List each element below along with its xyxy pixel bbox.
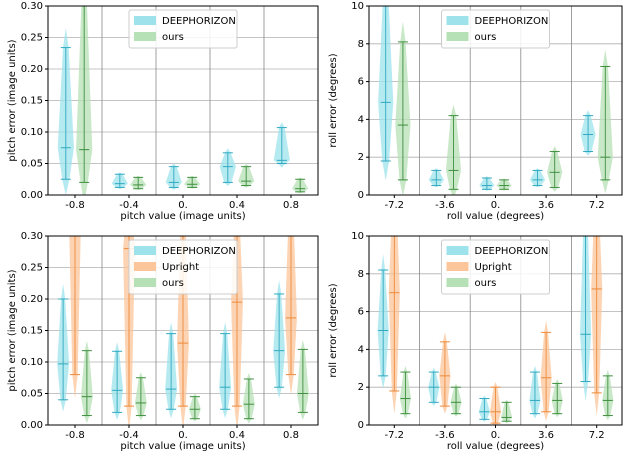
legend-swatch bbox=[134, 246, 156, 255]
plot-frame bbox=[47, 235, 319, 426]
y-axis-label: pitch error (image units) bbox=[7, 39, 18, 161]
subplot: 0.00 0.05 0.10 0.15 0.20 0.25 0.30 -0.8 -0.4 0. 0.… bbox=[7, 1, 319, 222]
x-tick-label: 7.2 bbox=[589, 200, 605, 211]
x-tick-label: -0.4 bbox=[119, 430, 139, 441]
y-tick-label: 0 bbox=[358, 190, 364, 201]
violins bbox=[378, 6, 613, 195]
plot-frame bbox=[47, 5, 319, 196]
legend-swatch bbox=[134, 278, 156, 287]
x-tick-label: 0.4 bbox=[229, 200, 245, 211]
x-tick-label: -0.8 bbox=[65, 430, 85, 441]
y-tick-label: 0.30 bbox=[21, 1, 43, 12]
legend-swatch bbox=[446, 246, 469, 255]
y-tick-label: 0.25 bbox=[21, 33, 43, 44]
legend-label: ours bbox=[475, 278, 497, 289]
legend-swatch bbox=[446, 262, 469, 271]
plot-frame bbox=[368, 235, 623, 426]
legend-swatch bbox=[134, 32, 156, 41]
legend-swatch bbox=[446, 278, 469, 287]
x-tick-label: 7.2 bbox=[589, 430, 605, 441]
y-tick-label: 0.00 bbox=[21, 420, 43, 431]
y-tick-label: 0.10 bbox=[21, 127, 43, 138]
y-tick-label: 0.20 bbox=[21, 294, 43, 305]
x-tick-label: -0.8 bbox=[65, 200, 85, 211]
legend-label: ours bbox=[475, 32, 497, 43]
y-tick-label: 8 bbox=[358, 39, 364, 50]
legend-label: ours bbox=[162, 32, 184, 43]
y-tick-label: 0.15 bbox=[21, 96, 43, 107]
x-axis-label: roll value (degrees) bbox=[447, 211, 544, 222]
x-tick-label: 3.6 bbox=[538, 430, 554, 441]
legend-label: Upright bbox=[475, 262, 512, 273]
y-tick-label: 10 bbox=[351, 231, 364, 242]
legend-label: Upright bbox=[162, 262, 199, 273]
y-axis-label: roll error (degrees) bbox=[328, 53, 339, 147]
x-tick-label: -7.2 bbox=[385, 430, 405, 441]
legend-swatch bbox=[134, 262, 156, 271]
y-tick-label: 8 bbox=[358, 269, 364, 280]
x-tick-label: 0.4 bbox=[229, 430, 245, 441]
x-tick-label: 0. bbox=[491, 200, 501, 211]
subplot: 0.00 0.05 0.10 0.15 0.20 0.25 0.30 -0.8 -0.4 0. 0.… bbox=[7, 231, 319, 452]
y-axis-label: roll error (degrees) bbox=[328, 283, 339, 377]
x-tick-label: -3.6 bbox=[435, 430, 455, 441]
y-tick-label: 0.10 bbox=[21, 357, 43, 368]
x-tick-label: 0. bbox=[178, 430, 188, 441]
y-tick-label: 6 bbox=[358, 307, 364, 318]
legend: DEEPHORIZON ours bbox=[441, 9, 550, 49]
x-tick-label: -3.6 bbox=[435, 200, 455, 211]
legend-label: DEEPHORIZON bbox=[475, 246, 549, 257]
legend: DEEPHORIZON Upright ours bbox=[441, 239, 550, 295]
y-tick-label: 2 bbox=[358, 152, 364, 163]
y-axis-label: pitch error (image units) bbox=[7, 269, 18, 391]
legend-swatch bbox=[446, 32, 469, 41]
y-tick-label: 4 bbox=[358, 114, 364, 125]
y-tick-label: 0 bbox=[358, 420, 364, 431]
x-axis-label: roll value (degrees) bbox=[447, 441, 544, 452]
violins bbox=[57, 6, 309, 195]
subplot: 0 2 4 6 8 10 -7.2 -3.6 0. 3.6 7.2 roll value (degre… bbox=[328, 231, 623, 452]
x-tick-label: 3.6 bbox=[538, 200, 554, 211]
x-tick-label: 0. bbox=[178, 200, 188, 211]
y-tick-label: 0.00 bbox=[21, 190, 43, 201]
legend-swatch bbox=[446, 16, 469, 25]
legend-label: DEEPHORIZON bbox=[475, 16, 549, 27]
violins bbox=[377, 236, 614, 425]
legend: DEEPHORIZON Upright ours bbox=[128, 239, 238, 295]
x-axis-label: pitch value (image units) bbox=[120, 441, 245, 452]
x-tick-label: -7.2 bbox=[385, 200, 405, 211]
x-tick-label: -0.4 bbox=[119, 200, 139, 211]
y-tick-label: 6 bbox=[358, 77, 364, 88]
legend-label: DEEPHORIZON bbox=[162, 246, 236, 257]
y-tick-label: 0.30 bbox=[21, 231, 43, 242]
y-tick-label: 0.15 bbox=[21, 326, 43, 337]
y-tick-label: 0.05 bbox=[21, 389, 43, 400]
legend-swatch bbox=[134, 16, 156, 25]
y-tick-label: 0.05 bbox=[21, 159, 43, 170]
x-axis-label: pitch value (image units) bbox=[120, 211, 245, 222]
plot-frame bbox=[368, 5, 623, 196]
legend: DEEPHORIZON ours bbox=[128, 9, 238, 49]
y-tick-label: 2 bbox=[358, 382, 364, 393]
y-tick-label: 10 bbox=[351, 1, 364, 12]
x-tick-label: 0.8 bbox=[283, 200, 299, 211]
subplot: 0 2 4 6 8 10 -7.2 -3.6 0. 3.6 7.2 roll value (degre… bbox=[328, 1, 623, 222]
y-tick-label: 0.20 bbox=[21, 64, 43, 75]
legend-label: ours bbox=[162, 278, 184, 289]
legend-label: DEEPHORIZON bbox=[162, 16, 236, 27]
x-tick-label: 0. bbox=[491, 430, 501, 441]
x-tick-label: 0.8 bbox=[283, 430, 299, 441]
y-tick-label: 0.25 bbox=[21, 263, 43, 274]
y-tick-label: 4 bbox=[358, 344, 364, 355]
